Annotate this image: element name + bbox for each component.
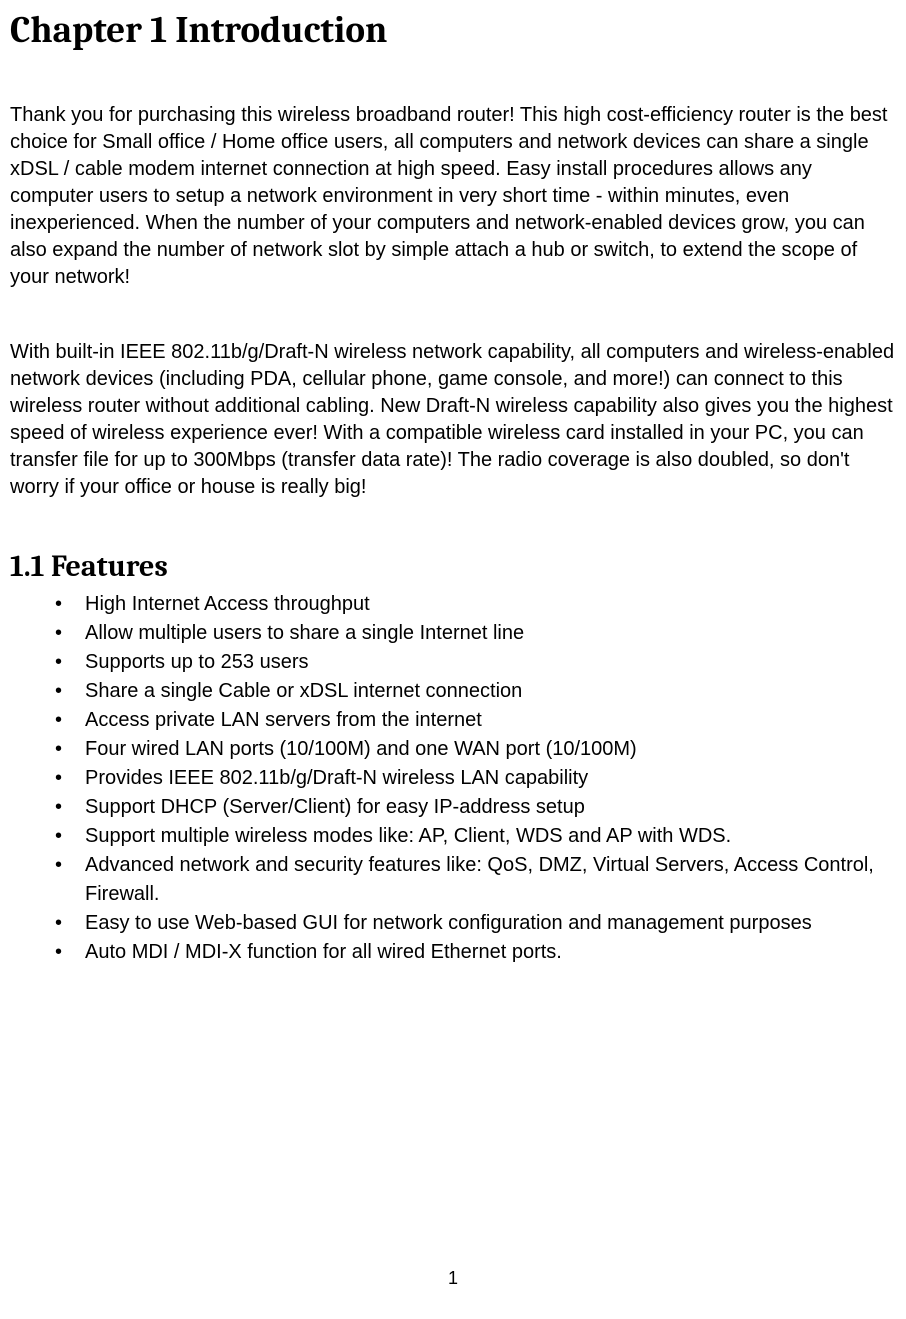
list-item: Support DHCP (Server/Client) for easy IP… <box>55 793 896 822</box>
chapter-title: Chapter 1 Introduction <box>10 10 896 52</box>
list-item: Easy to use Web-based GUI for network co… <box>55 909 896 938</box>
list-item: Supports up to 253 users <box>55 648 896 677</box>
list-item: Four wired LAN ports (10/100M) and one W… <box>55 735 896 764</box>
list-item: Support multiple wireless modes like: AP… <box>55 822 896 851</box>
features-list: High Internet Access throughput Allow mu… <box>10 590 896 967</box>
list-item: Advanced network and security features l… <box>55 851 896 909</box>
features-section-title: 1.1 Features <box>10 549 896 584</box>
intro-paragraph-2: With built-in IEEE 802.11b/g/Draft-N wir… <box>10 339 896 501</box>
list-item: High Internet Access throughput <box>55 590 896 619</box>
list-item: Provides IEEE 802.11b/g/Draft-N wireless… <box>55 764 896 793</box>
list-item: Share a single Cable or xDSL internet co… <box>55 677 896 706</box>
intro-paragraph-1: Thank you for purchasing this wireless b… <box>10 102 896 291</box>
list-item: Auto MDI / MDI-X function for all wired … <box>55 938 896 967</box>
list-item: Access private LAN servers from the inte… <box>55 706 896 735</box>
page-number: 1 <box>0 1268 906 1289</box>
list-item: Allow multiple users to share a single I… <box>55 619 896 648</box>
